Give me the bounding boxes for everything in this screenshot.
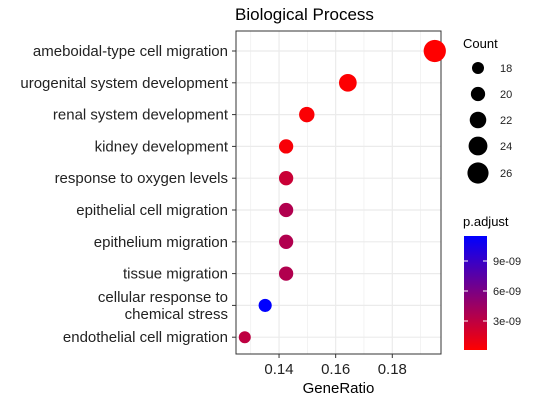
x-tick-label: 0.16	[321, 361, 350, 378]
y-axis: ameboidal-type cell migration urogenital …	[20, 43, 236, 346]
data-point	[238, 331, 251, 344]
data-point	[423, 39, 446, 63]
count-legend-dot	[467, 162, 489, 184]
count-legend-label: 22	[500, 115, 512, 127]
count-legend: Count 18 20 22 24 26	[463, 36, 512, 184]
plot-panel	[235, 30, 442, 355]
data-point	[278, 234, 294, 249]
count-legend-title: Count	[463, 36, 498, 51]
colorbar-tick-label: 9e-09	[493, 256, 521, 268]
panel-border	[235, 30, 442, 355]
x-tick-label: 0.18	[378, 361, 407, 378]
colorbar-tick-label: 3e-09	[493, 316, 521, 328]
y-tick-label: endothelial cell migration	[63, 329, 228, 346]
data-point	[278, 171, 294, 186]
p-adjust-legend-title: p.adjust	[463, 214, 509, 229]
count-legend-label: 20	[500, 89, 512, 101]
count-legend-dot	[469, 111, 487, 129]
y-tick-label: response to oxygen levels	[55, 170, 228, 187]
y-tick-label: tissue migration	[123, 266, 228, 283]
data-point	[278, 139, 294, 154]
panel-background	[236, 31, 441, 354]
x-axis-title: GeneRatio	[303, 380, 375, 397]
y-tick-label: epithelial cell migration	[76, 202, 228, 219]
y-tick-label: cellular response to chemical stress	[98, 289, 228, 323]
count-legend-dot	[472, 62, 484, 74]
data-point	[299, 106, 315, 123]
y-tick-label: kidney development	[95, 138, 229, 155]
data-point	[278, 266, 294, 281]
x-axis: 0.14 0.16 0.18	[264, 354, 407, 378]
colorbar-tick-label: 6e-09	[493, 286, 521, 298]
x-tick-label: 0.14	[264, 361, 293, 378]
y-tick-label: epithelium migration	[94, 234, 228, 251]
chart-title: Biological Process	[235, 5, 374, 24]
data-points	[238, 39, 446, 344]
count-legend-label: 24	[500, 141, 512, 153]
p-adjust-colorbar	[464, 236, 487, 350]
data-point	[338, 73, 357, 92]
count-legend-dot	[468, 136, 488, 156]
y-tick-label: urogenital system development	[20, 75, 228, 92]
count-legend-label: 18	[500, 63, 512, 75]
p-adjust-legend: p.adjust 3e-09 6e-09 9e-09	[463, 214, 521, 350]
y-tick-label: ameboidal-type cell migration	[33, 43, 228, 60]
count-legend-label: 26	[500, 168, 512, 180]
count-legend-dot	[470, 86, 486, 102]
y-tick-label: renal system development	[53, 107, 229, 124]
data-point	[258, 298, 272, 312]
data-point	[278, 202, 294, 218]
